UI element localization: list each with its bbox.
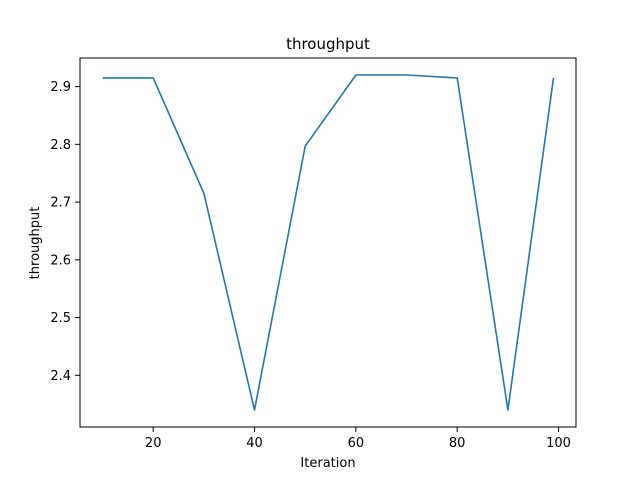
chart-title: throughput	[286, 35, 370, 53]
y-axis-ticks: 2.4 2.5 2.6 2.7 2.8 2.9	[50, 80, 80, 384]
x-tick-label: 20	[145, 436, 162, 451]
y-tick-label: 2.5	[50, 311, 71, 326]
y-tick-label: 2.7	[50, 196, 71, 211]
y-tick-label: 2.6	[50, 253, 71, 268]
y-tick-label: 2.9	[50, 80, 71, 95]
axes-frame	[79, 57, 577, 428]
x-tick-label: 100	[546, 436, 571, 451]
y-tick-label: 2.8	[50, 138, 71, 153]
series-line	[102, 74, 555, 411]
plot-area	[79, 57, 577, 428]
x-axis-ticks: 20 40 60 80 100	[145, 427, 571, 451]
y-tick-label: 2.4	[50, 369, 71, 384]
x-tick-label: 40	[246, 436, 263, 451]
x-axis-label: Iteration	[300, 456, 355, 471]
x-tick-label: 80	[449, 436, 466, 451]
x-tick-label: 60	[348, 436, 365, 451]
y-axis-label: throughput	[28, 207, 43, 280]
